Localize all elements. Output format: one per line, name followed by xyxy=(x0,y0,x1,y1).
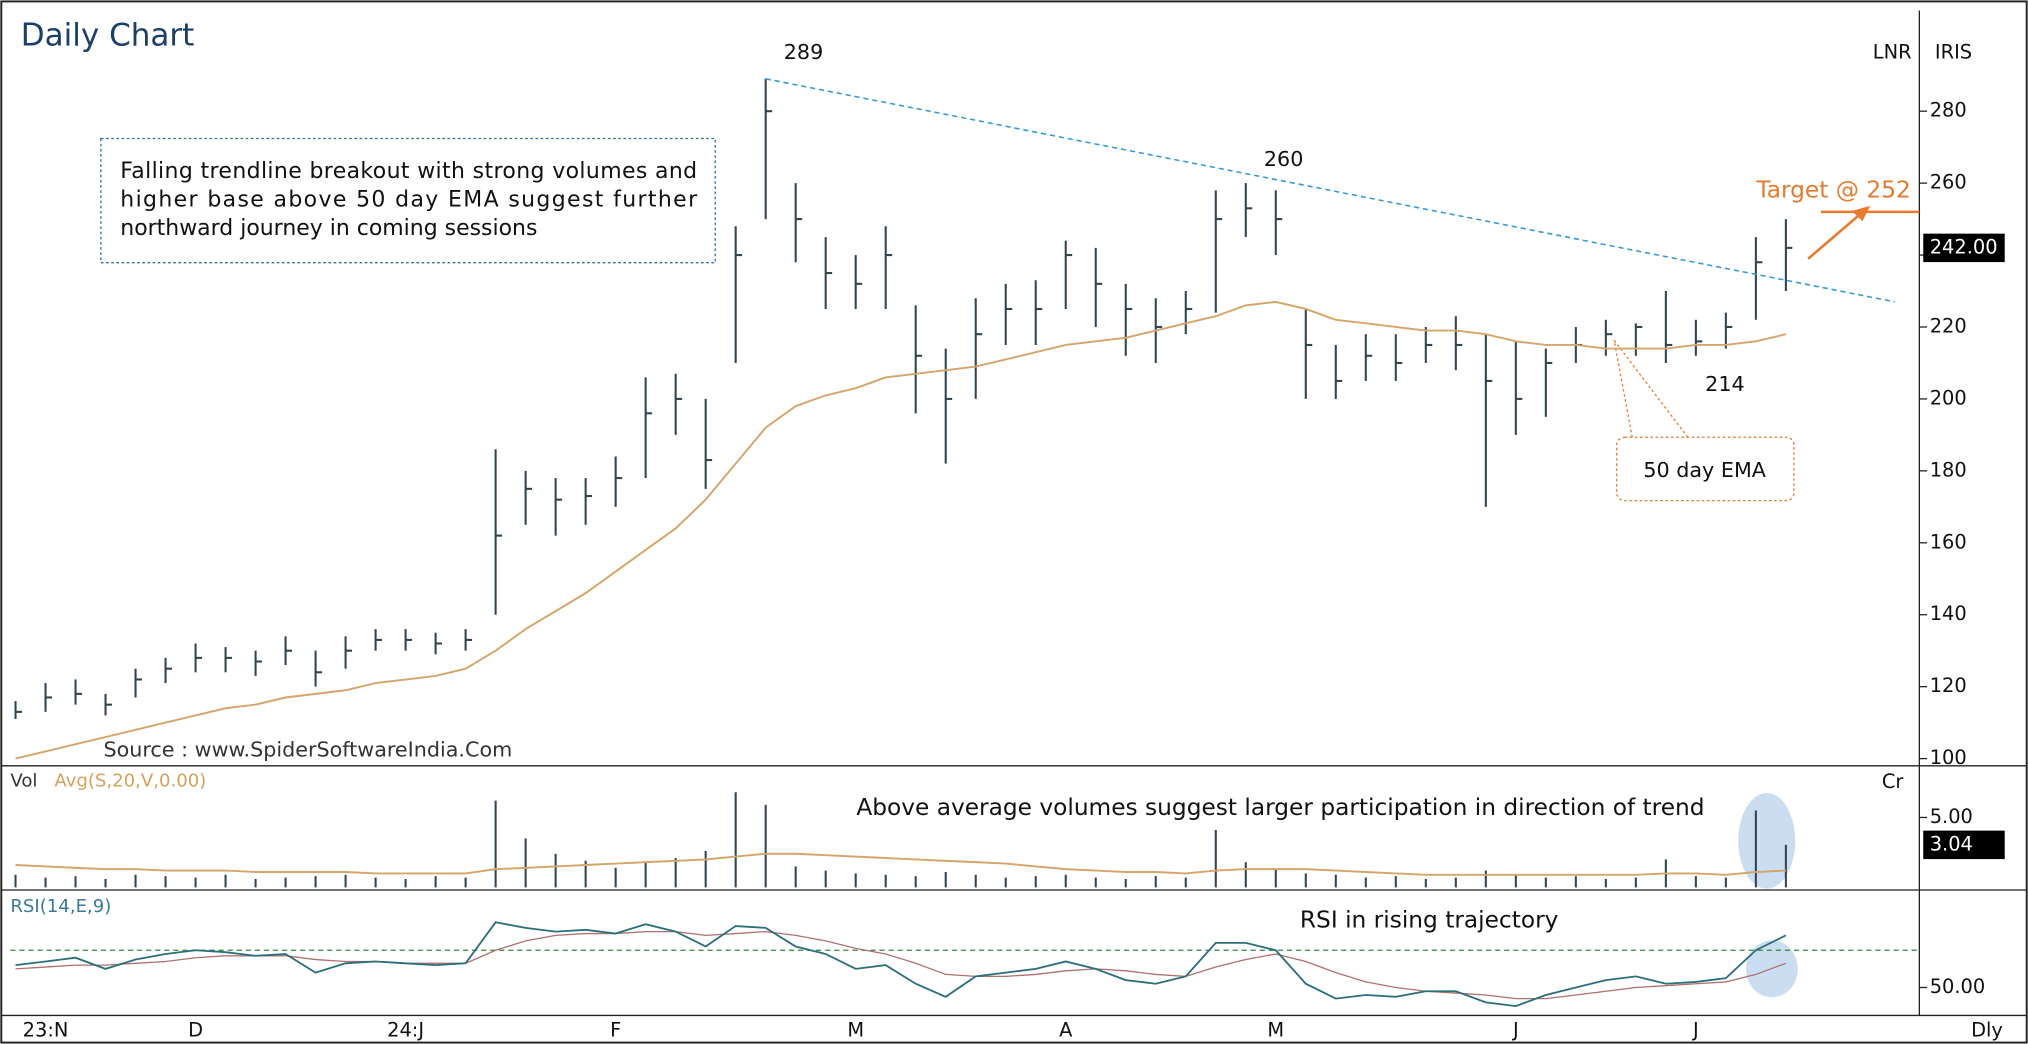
x-tick-label: 23:N xyxy=(23,1018,69,1041)
target-label: Target @ 252 xyxy=(1755,177,1910,204)
volume-tag xyxy=(1923,830,2005,860)
rsi-signal xyxy=(15,930,1787,1000)
ema-note-box xyxy=(1616,436,1795,502)
y-tick-label: 160 xyxy=(1930,530,1967,553)
low-label: 214 xyxy=(1705,372,1745,396)
chart-title: Daily Chart xyxy=(21,17,195,53)
volume-label: Vol xyxy=(10,770,37,791)
period-label: Dly xyxy=(1971,1018,2003,1041)
corner-label: LNR xyxy=(1873,41,1912,64)
note-line: Falling trendline breakout with strong v… xyxy=(120,159,697,184)
callout-line xyxy=(1613,340,1633,438)
peak-label: 260 xyxy=(1264,147,1304,171)
x-tick-label: M xyxy=(1267,1018,1284,1041)
x-tick-label: 24:J xyxy=(387,1018,424,1041)
rsi-line xyxy=(15,921,1787,1008)
price-tag-label: 242.00 xyxy=(1930,235,1998,258)
volume-avg xyxy=(15,852,1786,876)
rsi-label: RSI(14,E,9) xyxy=(10,896,111,917)
y-tick-label: 280 xyxy=(1930,99,1967,122)
source: Source : www.SpiderSoftwareIndia.Com xyxy=(103,737,512,761)
note-line: northward journey in coming sessions xyxy=(120,216,537,241)
x-tick-label: J xyxy=(1512,1018,1519,1041)
y-tick-label: 50.00 xyxy=(1930,975,1986,998)
ema-note: 50 day EMA xyxy=(1643,458,1766,482)
y-tick-label: 5.00 xyxy=(1930,805,1973,828)
y-tick-label: 100 xyxy=(1930,746,1967,769)
arrow-head xyxy=(1852,205,1871,222)
note-box xyxy=(100,137,716,264)
volume-tag-label: 3.04 xyxy=(1930,832,1973,855)
target-arrow xyxy=(1807,211,1864,260)
volume-note: Above average volumes suggest larger par… xyxy=(856,794,1704,821)
volume-unit: Cr xyxy=(1882,770,1904,793)
y-tick-label: 120 xyxy=(1930,674,1967,697)
x-tick-label: F xyxy=(610,1018,621,1041)
peak-label: 289 xyxy=(784,40,823,64)
y-tick-label: 180 xyxy=(1930,458,1967,481)
volume-avg-label: Avg(S,20,V,0.00) xyxy=(54,770,206,791)
y-tick-label: 200 xyxy=(1930,386,1967,409)
y-tick-label: 220 xyxy=(1930,314,1967,337)
x-tick-label: D xyxy=(188,1018,203,1041)
y-tick-label: 140 xyxy=(1930,602,1967,625)
x-tick-label: A xyxy=(1059,1018,1073,1041)
x-tick-label: M xyxy=(847,1018,864,1041)
y-tick-label: 260 xyxy=(1930,171,1967,194)
price-tag xyxy=(1923,233,2005,263)
highlight xyxy=(1738,792,1796,889)
corner-label: IRIS xyxy=(1935,41,1972,64)
trendline xyxy=(765,78,1895,303)
rsi-note: RSI in rising trajectory xyxy=(1300,907,1559,934)
x-tick-label: J xyxy=(1692,1018,1699,1041)
ema-line xyxy=(15,300,1787,760)
